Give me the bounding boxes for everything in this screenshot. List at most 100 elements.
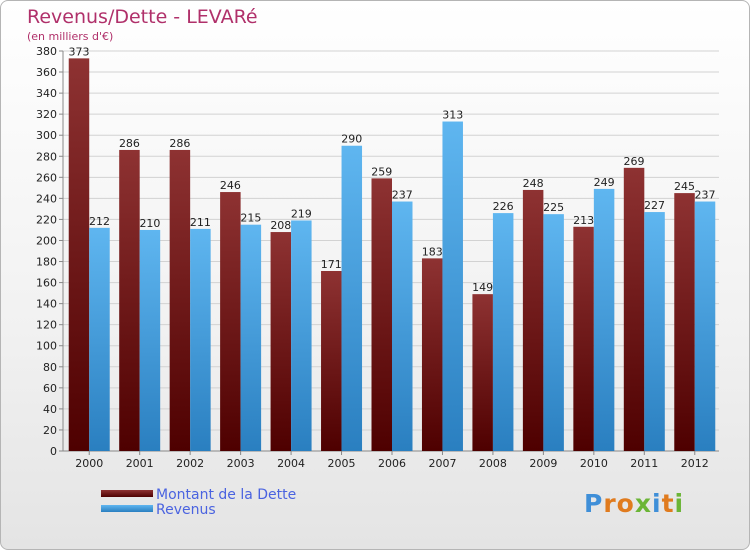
data-label-debt-2010: 213 xyxy=(573,214,594,227)
data-label-debt-2005: 171 xyxy=(321,258,342,271)
x-tick-label-2011: 2011 xyxy=(630,457,658,470)
bar-debt-2007 xyxy=(421,258,443,451)
y-tick-label-320: 320 xyxy=(36,108,57,121)
data-label-debt-2008: 149 xyxy=(472,281,493,294)
logo-letter: x xyxy=(634,489,652,518)
bar-debt-2008 xyxy=(472,294,493,451)
bar-revenue-2011 xyxy=(644,212,665,451)
x-tick-label-2000: 2000 xyxy=(75,457,103,470)
y-tick-label-200: 200 xyxy=(36,234,57,247)
data-labels: 3732122862102862112462152082191712902592… xyxy=(68,45,715,294)
bar-revenue-2009 xyxy=(543,214,564,451)
bar-chart: 0 20 40 60 80 100 120 140 160 180 200 220 240 260 280 3… xyxy=(36,45,719,470)
x-tick-label-2012: 2012 xyxy=(681,457,709,470)
bar-revenue-2000 xyxy=(89,227,110,451)
data-label-debt-2001: 286 xyxy=(119,137,140,150)
data-label-revenue-2001: 210 xyxy=(139,217,160,230)
y-tick-label-180: 180 xyxy=(36,256,57,269)
logo-letter: t xyxy=(661,489,675,518)
data-label-revenue-2000: 212 xyxy=(89,215,110,228)
data-label-revenue-2012: 237 xyxy=(695,189,716,202)
data-label-revenue-2005: 290 xyxy=(341,133,362,146)
proxiti-logo: Proxiti xyxy=(584,489,684,518)
bar-revenue-2006 xyxy=(392,201,413,451)
bar-debt-2005 xyxy=(321,271,342,451)
x-tick-label-2007: 2007 xyxy=(428,457,456,470)
y-tick-label-220: 220 xyxy=(36,213,57,226)
x-tick-label-2006: 2006 xyxy=(378,457,406,470)
bar-debt-2001 xyxy=(119,149,140,451)
bar-revenue-2002 xyxy=(190,228,211,451)
data-label-debt-2000: 373 xyxy=(68,45,89,58)
logo-letter: r xyxy=(603,489,617,518)
data-label-debt-2003: 246 xyxy=(220,179,241,192)
data-label-revenue-2009: 225 xyxy=(543,201,564,214)
bar-revenue-2012 xyxy=(694,201,716,451)
data-label-revenue-2004: 219 xyxy=(291,207,312,220)
data-label-debt-2012: 245 xyxy=(674,180,695,193)
x-tick-label-2010: 2010 xyxy=(580,457,608,470)
bar-debt-2009 xyxy=(522,189,544,451)
y-tick-label-80: 80 xyxy=(43,361,57,374)
x-tick-label-2008: 2008 xyxy=(479,457,507,470)
legend-swatch-revenue xyxy=(101,505,153,512)
bar-revenue-2004 xyxy=(291,220,312,451)
y-tick-label-20: 20 xyxy=(43,424,57,437)
bar-debt-2010 xyxy=(573,226,594,451)
chart-unit-label: (en milliers d'€) xyxy=(27,30,114,43)
y-tick-label-380: 380 xyxy=(36,45,57,58)
data-label-revenue-2011: 227 xyxy=(644,199,665,212)
logo-letter: o xyxy=(616,489,635,518)
y-tick-label-300: 300 xyxy=(36,129,57,142)
bar-debt-2006 xyxy=(371,178,392,452)
bar-debt-2003 xyxy=(220,192,241,452)
y-tick-label-340: 340 xyxy=(36,87,57,100)
bars xyxy=(68,58,716,452)
y-tick-label-160: 160 xyxy=(36,277,57,290)
y-tick-label-260: 260 xyxy=(36,171,57,184)
bar-debt-2000 xyxy=(68,58,90,452)
data-label-revenue-2003: 215 xyxy=(240,212,261,225)
legend-label-debt: Montant de la Dette xyxy=(156,487,297,503)
x-tick-label-2004: 2004 xyxy=(277,457,305,470)
data-label-revenue-2008: 226 xyxy=(493,200,514,213)
y-tick-label-140: 140 xyxy=(36,298,57,311)
y-tick-label-100: 100 xyxy=(36,340,57,353)
logo-letter: P xyxy=(584,489,604,518)
data-label-revenue-2006: 237 xyxy=(392,189,413,202)
bar-revenue-2005 xyxy=(341,145,363,451)
bar-revenue-2008 xyxy=(492,213,514,451)
x-tick-label-2005: 2005 xyxy=(328,457,356,470)
bar-revenue-2001 xyxy=(139,229,161,451)
bar-revenue-2010 xyxy=(593,188,615,452)
y-tick-label-0: 0 xyxy=(50,445,57,458)
bar-debt-2012 xyxy=(674,193,695,451)
logo-letter: i xyxy=(674,489,685,518)
data-label-revenue-2010: 249 xyxy=(594,176,615,189)
x-tick-label-2003: 2003 xyxy=(227,457,255,470)
x-tick-label-2009: 2009 xyxy=(529,457,557,470)
y-tick-label-240: 240 xyxy=(36,192,57,205)
data-label-debt-2006: 259 xyxy=(371,165,392,178)
x-tick-label-2002: 2002 xyxy=(176,457,204,470)
legend-swatch-debt xyxy=(101,490,153,497)
y-tick-label-360: 360 xyxy=(36,66,57,79)
data-label-debt-2007: 183 xyxy=(422,245,443,258)
bar-revenue-2003 xyxy=(240,224,262,451)
data-label-debt-2004: 208 xyxy=(270,219,291,232)
bar-revenue-2007 xyxy=(442,121,463,452)
chart-title: Revenus/Dette - LEVARé xyxy=(27,6,258,28)
y-tick-label-120: 120 xyxy=(36,319,57,332)
data-label-revenue-2002: 211 xyxy=(190,216,211,229)
bar-debt-2011 xyxy=(623,167,645,451)
logo-letter: i xyxy=(652,489,662,518)
bar-debt-2004 xyxy=(270,232,292,451)
data-label-debt-2002: 286 xyxy=(169,137,190,150)
y-tick-label-60: 60 xyxy=(43,382,57,395)
legend-label-revenue: Revenus xyxy=(156,502,216,518)
data-label-revenue-2007: 313 xyxy=(442,109,463,122)
y-tick-label-280: 280 xyxy=(36,150,57,163)
data-label-debt-2011: 269 xyxy=(624,155,645,168)
x-tick-label-2001: 2001 xyxy=(126,457,154,470)
